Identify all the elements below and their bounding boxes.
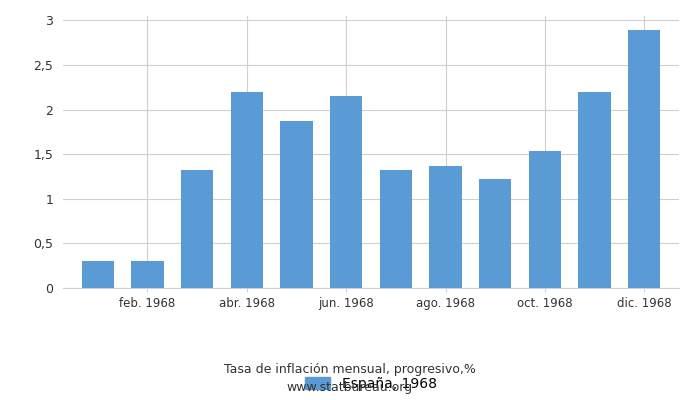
Bar [578,92,610,288]
Bar [330,96,363,288]
Text: Tasa de inflación mensual, progresivo,%: Tasa de inflación mensual, progresivo,% [224,364,476,376]
Bar [181,170,214,288]
Text: www.statbureau.org: www.statbureau.org [287,382,413,394]
Bar [628,30,660,288]
Bar [82,261,114,288]
Bar [280,121,313,288]
Bar [379,170,412,288]
Legend: España, 1968: España, 1968 [305,376,437,390]
Bar [528,151,561,288]
Bar [231,92,263,288]
Bar [429,166,462,288]
Bar [479,179,511,288]
Bar [132,261,164,288]
